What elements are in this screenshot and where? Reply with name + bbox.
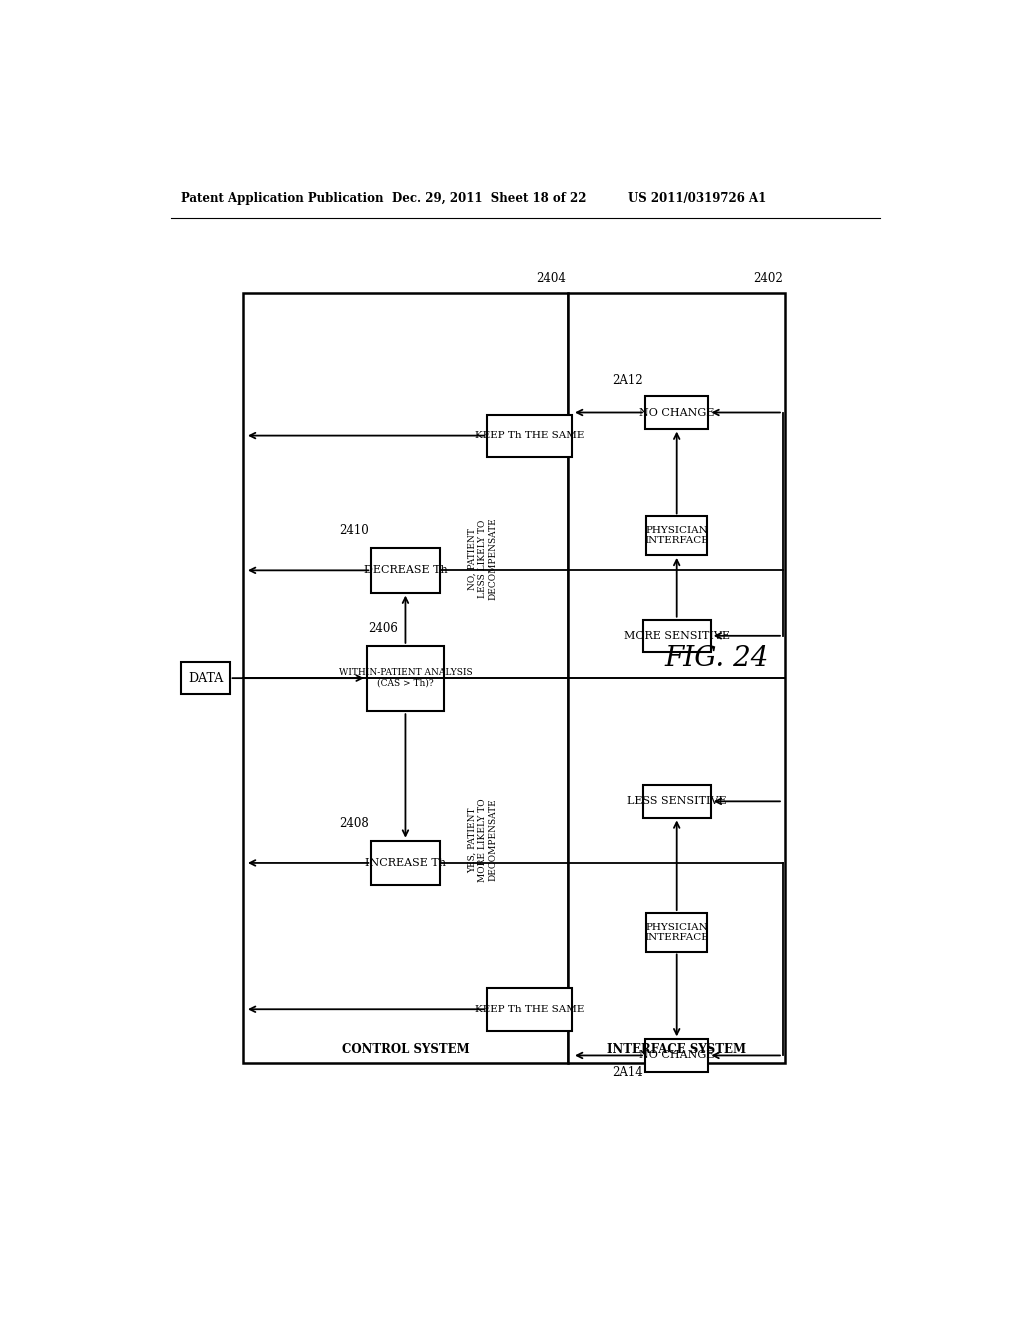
Text: NO CHANGE: NO CHANGE <box>639 1051 715 1060</box>
Text: MORE SENSITIVE: MORE SENSITIVE <box>624 631 730 640</box>
Text: Patent Application Publication: Patent Application Publication <box>180 191 383 205</box>
Bar <box>646 913 707 952</box>
Text: 2A12: 2A12 <box>612 374 643 387</box>
Text: PHYSICIAN
INTERFACE: PHYSICIAN INTERFACE <box>644 525 709 545</box>
Bar <box>646 516 707 554</box>
Bar <box>643 785 711 817</box>
Text: 2402: 2402 <box>753 272 783 285</box>
Bar <box>367 645 444 711</box>
Text: FIG. 24: FIG. 24 <box>665 645 769 672</box>
Text: Dec. 29, 2011  Sheet 18 of 22: Dec. 29, 2011 Sheet 18 of 22 <box>391 191 586 205</box>
Bar <box>643 619 711 652</box>
Text: 2404: 2404 <box>536 272 566 285</box>
Text: 2410: 2410 <box>339 524 369 537</box>
Text: 2408: 2408 <box>339 817 369 830</box>
Text: DATA: DATA <box>187 672 223 685</box>
Bar <box>181 663 229 694</box>
Bar <box>486 989 572 1031</box>
Text: KEEP Th THE SAME: KEEP Th THE SAME <box>475 432 584 440</box>
Text: LESS SENSITIVE: LESS SENSITIVE <box>627 796 726 807</box>
Text: NO CHANGE: NO CHANGE <box>639 408 715 417</box>
Text: WITHIN-PATIENT ANALYSIS
(CAS > Th)?: WITHIN-PATIENT ANALYSIS (CAS > Th)? <box>339 668 472 688</box>
Text: NO, PATIENT
LESS LIKELY TO
DECOMPENSATE: NO, PATIENT LESS LIKELY TO DECOMPENSATE <box>468 517 498 601</box>
Text: KEEP Th THE SAME: KEEP Th THE SAME <box>475 1005 584 1014</box>
Text: 2A14: 2A14 <box>612 1067 643 1080</box>
Text: CONTROL SYSTEM: CONTROL SYSTEM <box>342 1043 469 1056</box>
Bar <box>645 396 709 429</box>
Bar <box>372 548 439 593</box>
Text: INCREASE Th: INCREASE Th <box>365 858 445 869</box>
Text: YES, PATIENT
MORE LIKELY TO
DECOMPENSATE: YES, PATIENT MORE LIKELY TO DECOMPENSATE <box>468 799 498 882</box>
Text: INTERFACE SYSTEM: INTERFACE SYSTEM <box>607 1043 746 1056</box>
Text: DECREASE Th: DECREASE Th <box>364 565 447 576</box>
Text: PHYSICIAN
INTERFACE: PHYSICIAN INTERFACE <box>644 923 709 942</box>
Text: US 2011/0319726 A1: US 2011/0319726 A1 <box>628 191 766 205</box>
Bar <box>568 293 785 1063</box>
Bar <box>243 293 568 1063</box>
Bar <box>645 1039 709 1072</box>
Bar <box>486 414 572 457</box>
Text: 2406: 2406 <box>369 622 398 635</box>
Bar <box>372 841 439 886</box>
